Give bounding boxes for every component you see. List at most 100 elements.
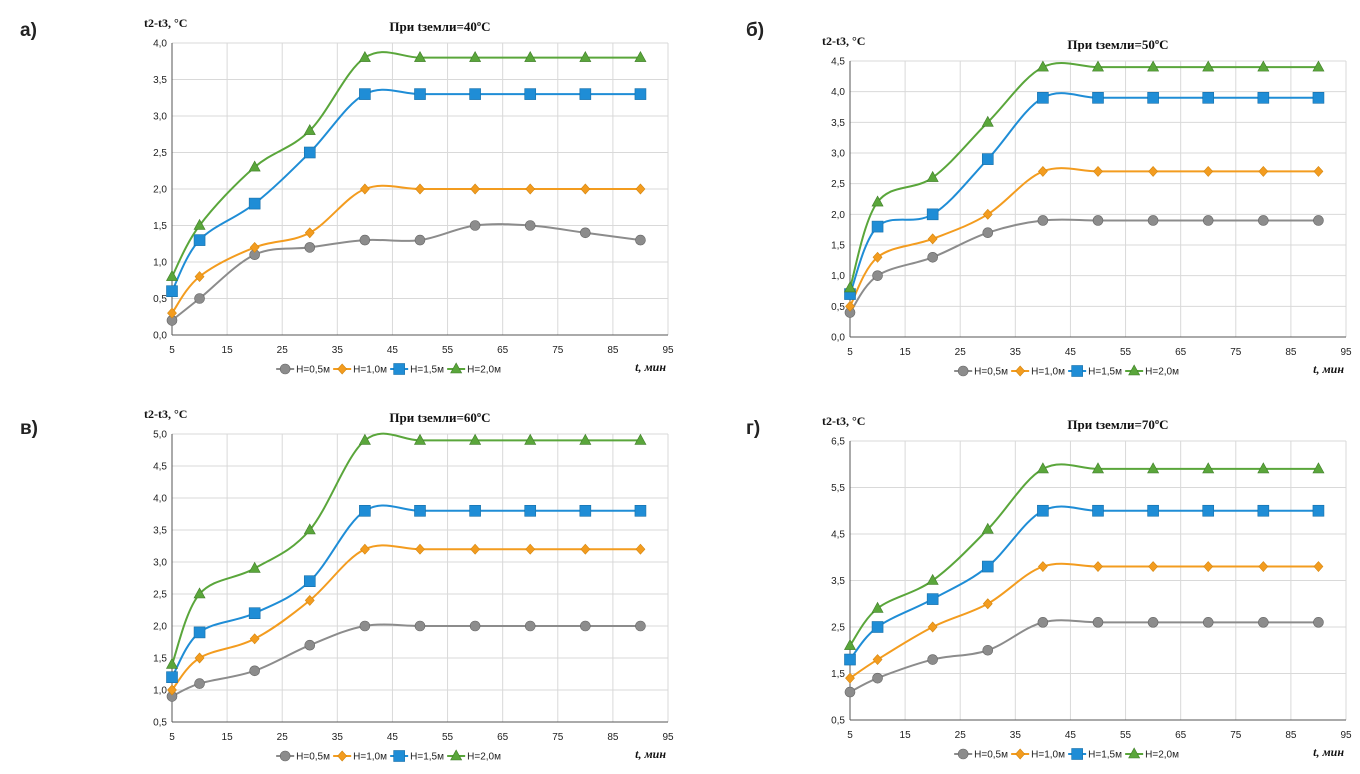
data-point-square [166,671,178,684]
y-tick-label: 0,0 [831,333,845,344]
panel-letter-a: а) [20,20,37,41]
data-point-diamond [872,251,883,263]
legend-marker-triangle [1128,747,1141,759]
data-point-diamond [415,543,425,555]
data-point-diamond [470,183,481,195]
x-tick-label: 55 [442,732,454,743]
x-tick-label: 15 [222,732,234,743]
data-point-triangle [1147,462,1160,474]
data-point-circle [469,220,481,231]
legend-marker-square [393,363,405,375]
data-point-square [469,504,481,517]
data-point-square [166,285,178,298]
data-point-triangle [1147,60,1160,72]
legend-marker-diamond [1015,365,1026,377]
y-tick-label: 2,5 [831,179,845,190]
data-point-square [871,220,884,233]
x-tick-label: 85 [1285,730,1297,741]
data-point-triangle [524,50,537,62]
data-point-circle [524,620,536,632]
data-point-diamond [359,183,370,195]
data-point-circle [304,242,316,253]
x-tick-label: 15 [222,345,234,356]
data-point-diamond [1203,561,1214,572]
legend-label: H=2,0м [1145,750,1179,761]
data-point-triangle [358,50,371,62]
data-point-triangle [871,195,884,207]
series-line-2 [171,544,641,691]
panel-letter-v: в) [20,418,39,439]
x-tick-label: 35 [1010,347,1022,358]
data-point-square [524,504,537,517]
data-point-triangle [413,433,427,445]
data-point-circle [414,234,426,246]
x-tick-label: 45 [387,345,399,356]
data-point-square [926,208,939,221]
data-point-triangle [248,160,261,172]
data-point-diamond [1203,165,1214,177]
y-tick-label: 0,5 [153,718,167,729]
series-line-4 [171,51,641,278]
data-point-square [469,88,481,100]
data-point-circle [982,227,994,239]
data-point-square [193,234,206,246]
data-point-square [359,504,371,517]
data-point-diamond [580,183,591,195]
series-line-3 [171,88,641,292]
legend-label: H=2,0м [1145,367,1179,378]
data-point-diamond [525,183,536,195]
data-point-diamond [249,633,260,645]
data-point-circle [1092,617,1104,628]
legend-marker-circle [279,363,291,375]
data-point-diamond [249,241,260,253]
series-line-1 [171,223,641,322]
x-tick-label: 65 [497,732,509,743]
legend-marker-triangle [450,362,463,374]
y-tick-label: 1,5 [831,669,845,680]
y-tick-label: 1,5 [153,221,167,232]
data-point-circle [580,620,591,632]
data-point-diamond [927,233,938,245]
data-point-triangle [579,433,592,445]
data-point-square [634,88,647,100]
data-point-triangle [248,561,261,573]
y-tick-label: 3,5 [153,526,167,537]
legend-label: H=1,5м [1088,367,1122,378]
data-point-square [1257,92,1270,104]
legend-marker-circle [957,365,969,377]
legend-marker-square [1071,748,1083,760]
chart-title: При tземли=70ºС [1067,417,1168,432]
x-tick-label: 5 [169,732,175,743]
data-point-circle [194,678,205,689]
x-tick-label: 75 [1230,347,1242,358]
y-tick-label: 4,5 [153,462,167,473]
data-point-square [524,88,537,100]
data-point-square [1202,92,1215,104]
data-point-square [193,626,206,639]
legend-label: H=0,5м [296,365,330,376]
legend-label: H=1,5м [410,365,444,376]
legend-marker-triangle [1128,364,1141,376]
y-tick-label: 1,0 [153,258,167,269]
data-point-triangle [634,50,647,62]
data-point-triangle [1036,60,1049,72]
data-point-triangle [469,50,482,62]
data-point-square [1147,504,1159,517]
data-point-diamond [1037,561,1048,572]
y-tick-label: 6,5 [831,437,845,448]
x-axis-label: t, мин [1313,745,1344,759]
legend-marker-square [1071,365,1083,377]
data-point-triangle [165,657,179,669]
data-point-square [248,607,261,620]
data-point-circle [1092,215,1104,226]
data-point-circle [359,620,371,632]
x-tick-label: 25 [277,345,289,356]
series-line-2 [849,562,1319,679]
x-tick-label: 75 [552,732,564,743]
data-point-square [579,504,592,517]
data-point-circle [469,620,481,632]
data-point-diamond [194,652,205,664]
x-tick-label: 45 [1065,347,1077,358]
y-axis-label: t2-t3, °С [144,16,187,30]
